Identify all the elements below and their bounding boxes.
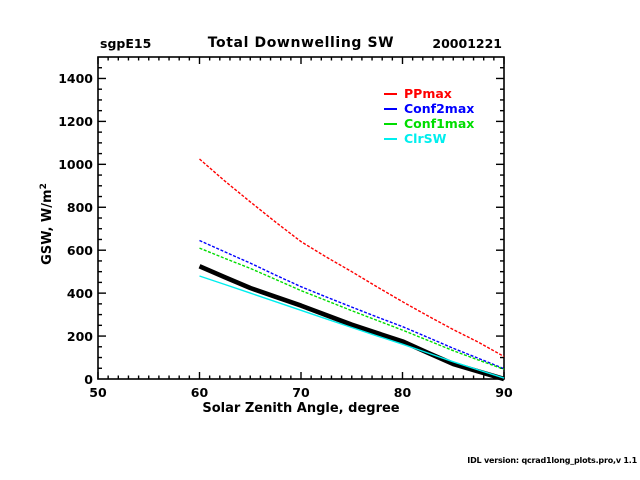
y-tick-label: 400 [66,285,93,301]
x-tick-label: 70 [292,385,310,400]
legend-line-sample [384,107,397,110]
y-tick-label: 0 [84,371,93,387]
y-tick-label: 800 [66,199,93,215]
series-conf1max [199,247,505,370]
y-tick-label: 1000 [58,156,93,172]
series-clrsw [199,275,505,379]
y-tick-label: 600 [66,242,93,258]
series-ppmax [199,158,505,358]
legend-entry-conf2max: Conf2max [384,101,474,116]
legend-label: Conf1max [404,116,475,131]
x-tick-label: 50 [89,385,107,400]
y-tick-label: 1200 [58,113,93,129]
x-axis-title: Solar Zenith Angle, degree [202,401,400,416]
y-axis-title-exponent: 2 [38,183,49,190]
legend-line-sample [384,122,397,125]
legend-line-sample [384,137,397,140]
legend-label: PPmax [404,86,452,101]
x-tick-label: 80 [393,385,412,400]
x-tick-label: 90 [495,385,513,400]
x-tick-label: 60 [190,385,209,400]
legend-label: ClrSW [404,131,447,146]
y-tick-label: 200 [66,328,93,344]
footer-left: Sat Dec 9 06:19:10 2006 Battelle Pacific… [4,453,322,480]
legend-entry-ppmax: PPmax [384,86,474,101]
plot-date-label: 20001221 [432,36,502,51]
legend-entry-conf1max: Conf1max [384,116,474,131]
legend: PPmax Conf2max Conf1max ClrSW [384,86,474,146]
series-conf2max [199,239,505,370]
legend-label: Conf2max [404,101,475,116]
series-gsw-measured- [198,264,505,382]
idl-version-label: IDL version: qcrad1long_plots.pro,v 1.1 [467,455,637,465]
footer-right: IDL version: qcrad1long_plots.pro,v 1.1 … [405,441,637,480]
legend-entry-clrsw: ClrSW [384,131,474,146]
y-tick-label: 1400 [58,70,93,86]
legend-line-sample [384,92,397,95]
plot-title: Total Downwelling SW [207,35,395,51]
site-label: sgpE15 [100,36,152,51]
